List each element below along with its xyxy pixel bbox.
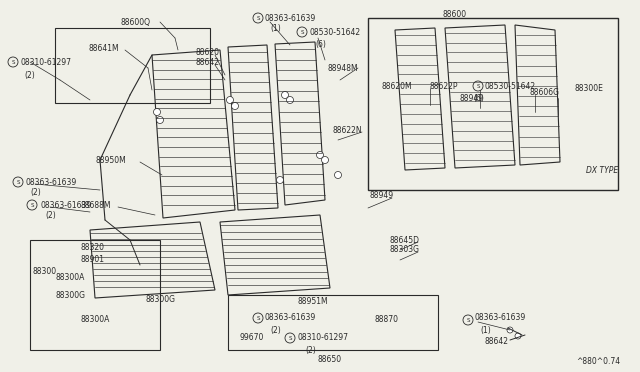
Text: 08310-61297: 08310-61297 <box>20 58 71 67</box>
Text: S: S <box>288 336 292 340</box>
Text: S: S <box>16 180 20 185</box>
Text: 08363-61639: 08363-61639 <box>265 13 316 22</box>
Text: 88951M: 88951M <box>298 298 328 307</box>
Text: 88600: 88600 <box>443 10 467 19</box>
Text: (2): (2) <box>270 326 281 334</box>
Text: S: S <box>30 202 34 208</box>
Circle shape <box>276 176 284 183</box>
Bar <box>228 295 438 350</box>
Text: 88901: 88901 <box>80 256 104 264</box>
Text: 88300G: 88300G <box>145 295 175 305</box>
Circle shape <box>227 96 234 103</box>
Text: DX TYPE: DX TYPE <box>586 166 618 174</box>
Text: (2): (2) <box>30 187 41 196</box>
Text: 88300A: 88300A <box>55 273 84 282</box>
Text: 88645D: 88645D <box>390 235 420 244</box>
Circle shape <box>232 103 239 109</box>
Text: 88606G: 88606G <box>530 87 560 96</box>
Text: (2): (2) <box>24 71 35 80</box>
Text: 99670: 99670 <box>240 334 264 343</box>
Text: 88642: 88642 <box>195 58 219 67</box>
Text: S: S <box>256 315 260 321</box>
Text: S: S <box>467 317 470 323</box>
Text: 08363-61639: 08363-61639 <box>25 177 76 186</box>
Text: 08310-61297: 08310-61297 <box>298 334 349 343</box>
Text: 88688M: 88688M <box>80 201 111 209</box>
Circle shape <box>321 157 328 164</box>
Text: 08530-51642: 08530-51642 <box>485 81 536 90</box>
Text: 88870: 88870 <box>375 315 399 324</box>
Text: 88300G: 88300G <box>55 291 85 299</box>
Text: 88300E: 88300E <box>575 83 604 93</box>
Text: 88641M: 88641M <box>88 44 118 52</box>
Text: S: S <box>256 16 260 20</box>
Text: ^880^0.74: ^880^0.74 <box>576 357 620 366</box>
Text: 88622N: 88622N <box>333 125 363 135</box>
Circle shape <box>515 333 521 339</box>
Text: 88320: 88320 <box>80 244 104 253</box>
Text: 88303G: 88303G <box>390 246 420 254</box>
Circle shape <box>157 116 163 124</box>
Text: (6): (6) <box>473 93 484 103</box>
Circle shape <box>507 327 513 333</box>
Text: 88300A: 88300A <box>80 315 109 324</box>
Text: (1): (1) <box>480 326 491 334</box>
Text: 88620M: 88620M <box>382 81 413 90</box>
Text: (2): (2) <box>305 346 316 355</box>
Text: 88600Q: 88600Q <box>120 17 150 26</box>
Text: 88948M: 88948M <box>328 64 358 73</box>
Text: S: S <box>476 83 480 89</box>
Text: (1): (1) <box>270 23 281 32</box>
Text: 08530-51642: 08530-51642 <box>310 28 361 36</box>
Bar <box>368 18 618 190</box>
Circle shape <box>287 96 294 103</box>
Bar <box>55 28 210 103</box>
Text: S: S <box>300 29 304 35</box>
Text: 88949: 88949 <box>460 93 484 103</box>
Bar <box>30 240 160 350</box>
Text: 08363-61639: 08363-61639 <box>475 314 526 323</box>
Text: 88650: 88650 <box>318 356 342 365</box>
Text: 88620: 88620 <box>195 48 219 57</box>
Circle shape <box>317 151 323 158</box>
Text: 08363-61639: 08363-61639 <box>265 314 316 323</box>
Text: 88300: 88300 <box>32 267 56 276</box>
Text: 88642: 88642 <box>485 337 509 346</box>
Text: 88950M: 88950M <box>95 155 125 164</box>
Circle shape <box>282 92 289 99</box>
Circle shape <box>335 171 342 179</box>
Text: 88949: 88949 <box>370 190 394 199</box>
Text: (6): (6) <box>315 39 326 48</box>
Circle shape <box>154 109 161 115</box>
Text: 88622P: 88622P <box>430 81 458 90</box>
Text: (2): (2) <box>45 211 56 219</box>
Text: 08363-61639: 08363-61639 <box>40 201 92 209</box>
Text: S: S <box>12 60 15 64</box>
